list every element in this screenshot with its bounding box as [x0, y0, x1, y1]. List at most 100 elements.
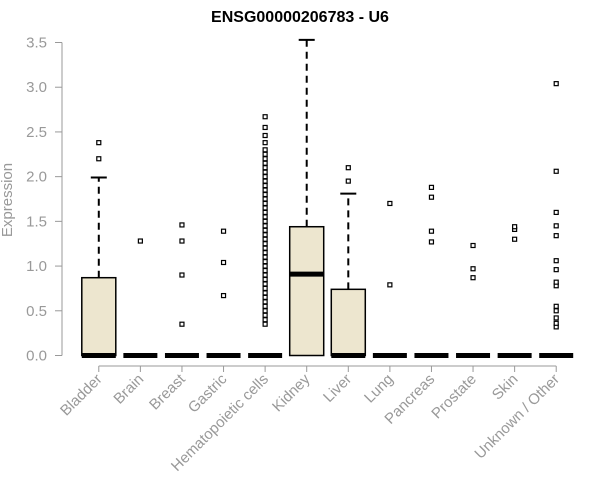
y-tick-label: 2.5: [26, 124, 47, 141]
outlier-point: [220, 259, 227, 266]
box-group-hematopoietic-cells: [248, 114, 283, 358]
outlier-point: [262, 250, 268, 256]
outlier-point: [262, 147, 268, 153]
x-tick-label: Liver: [320, 371, 355, 406]
box-group-skin: [497, 224, 532, 358]
outlier-point: [262, 312, 268, 318]
outlier-point: [262, 241, 268, 247]
outlier-point: [262, 290, 268, 296]
outlier-point: [262, 267, 268, 274]
outlier-point: [262, 245, 268, 251]
outlier-point: [553, 267, 559, 273]
outlier-point: [553, 320, 559, 326]
outlier-point: [428, 239, 435, 245]
outlier-point: [262, 156, 268, 162]
outlier-point: [512, 236, 518, 242]
outlier-point: [220, 228, 227, 234]
box-iqr: [81, 276, 117, 357]
outlier-point: [470, 266, 476, 272]
outlier-point: [262, 218, 268, 224]
outlier-point: [262, 160, 268, 166]
outlier-point: [262, 236, 268, 242]
outlier-point: [345, 178, 351, 184]
outlier-point: [179, 238, 185, 244]
outlier-point: [262, 169, 268, 175]
outlier-point: [553, 223, 559, 229]
outlier-point: [553, 168, 559, 174]
outlier-point: [553, 209, 559, 216]
box-group-unknown-other: [539, 81, 574, 358]
outlier-point: [553, 308, 559, 314]
outlier-point: [345, 165, 351, 171]
outlier-point: [262, 165, 268, 171]
outlier-point: [428, 228, 435, 234]
outlier-point: [262, 276, 268, 283]
box-iqr: [330, 288, 367, 357]
y-tick-label: 3.5: [26, 35, 47, 52]
outlier-point: [262, 299, 268, 305]
outlier-point: [470, 275, 476, 281]
y-tick-label: 1.5: [26, 213, 47, 230]
outlier-point: [262, 308, 268, 314]
outlier-point: [387, 282, 393, 288]
outlier-point: [553, 258, 559, 264]
outlier-point: [262, 191, 268, 198]
y-tick-label: 2.0: [26, 169, 47, 186]
box-group-gastric: [206, 228, 241, 358]
outlier-point: [470, 242, 476, 249]
outlier-point: [262, 200, 268, 207]
box-iqr: [288, 225, 325, 357]
outlier-point: [262, 214, 268, 220]
outlier-point: [262, 263, 268, 269]
y-tick-label: 1.0: [26, 258, 47, 275]
outlier-point: [553, 315, 559, 321]
outlier-point: [137, 238, 143, 244]
outlier-point: [262, 259, 268, 265]
y-axis-label: Expression: [0, 163, 16, 237]
box-group-brain: [123, 238, 158, 358]
outlier-point: [262, 321, 268, 327]
outlier-point: [262, 303, 268, 309]
outlier-point: [262, 223, 268, 229]
outlier-point: [262, 285, 268, 292]
outlier-point: [553, 81, 559, 87]
outlier-point: [262, 317, 268, 323]
outlier-point: [179, 321, 185, 327]
outlier-point: [96, 156, 102, 162]
box-group-liver: [330, 165, 367, 358]
outlier-point: [387, 200, 393, 207]
y-axis: 0.0 0.5 1.0 1.5 2.0 2.5 3.0 3.5: [26, 35, 63, 365]
outlier-point: [262, 187, 268, 193]
box-group-bladder: [81, 140, 117, 358]
outlier-point: [262, 151, 268, 157]
chart-title: ENSG00000206783 - U6: [211, 9, 389, 26]
outlier-point: [262, 178, 268, 184]
outlier-point: [512, 224, 518, 230]
outlier-point: [262, 174, 268, 180]
x-tick-label: Brain: [110, 371, 147, 408]
y-tick-label: 0.5: [26, 303, 47, 320]
outlier-point: [262, 227, 268, 233]
outlier-point: [220, 292, 227, 299]
box-group-prostate: [456, 242, 491, 358]
x-tick-label: Breast: [146, 370, 189, 413]
outlier-point: [262, 196, 268, 202]
x-tick-label: Skin: [489, 371, 522, 404]
outlier-point: [262, 132, 268, 139]
box-group-kidney: [288, 38, 325, 357]
outlier-point: [262, 140, 268, 146]
outlier-point: [262, 294, 268, 300]
outlier-point: [553, 233, 559, 239]
outlier-point: [262, 205, 268, 211]
x-tick-label: Prostate: [428, 371, 480, 423]
outlier-point: [553, 303, 559, 309]
x-tick-label: Kidney: [269, 370, 314, 415]
outlier-point: [96, 140, 102, 146]
outlier-point: [179, 222, 185, 228]
box-group-lung: [372, 200, 407, 358]
y-tick-label: 0.0: [26, 348, 47, 365]
outlier-point: [262, 124, 268, 131]
outlier-point: [262, 272, 268, 278]
